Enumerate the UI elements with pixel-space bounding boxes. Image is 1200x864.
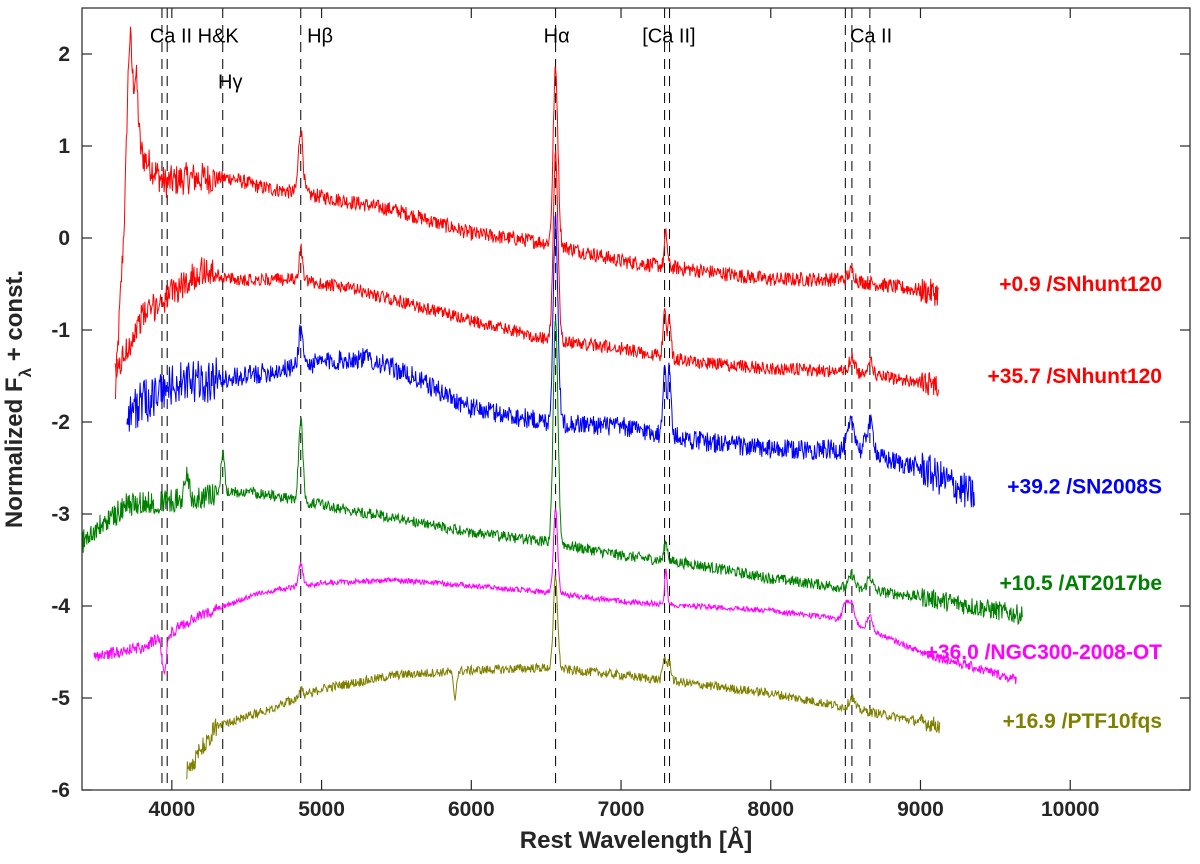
- marker-label: Ca II: [850, 26, 892, 48]
- y-tick-label: 1: [58, 135, 70, 158]
- spectrum-line: [93, 507, 1017, 685]
- y-axis-title-subscript: λ: [16, 367, 35, 377]
- spectrum-line: [114, 26, 939, 400]
- y-tick-label: -5: [51, 687, 70, 710]
- spectrum-line: [82, 319, 1023, 626]
- series-label: +16.9 /PTF10fqs: [1003, 710, 1162, 733]
- series-labels: +0.9 /SNhunt120 +35.7 /SNhunt120 +39.2 /SN…: [926, 273, 1163, 733]
- marker-label: Hα: [544, 26, 570, 48]
- x-tick-label: 6000: [448, 798, 495, 821]
- y-tick-label: -2: [51, 411, 70, 434]
- series-label: +35.7 /SNhunt120: [988, 365, 1163, 388]
- x-tick-label: 9000: [897, 798, 944, 821]
- y-tick-label: 2: [58, 43, 70, 66]
- x-axis-title: Rest Wavelength [Å]: [520, 826, 752, 854]
- x-tick-label: 8000: [747, 798, 794, 821]
- line-markers: [161, 8, 871, 790]
- series-label: +0.9 /SNhunt120: [999, 273, 1162, 296]
- marker-label: Ca II H&K: [150, 26, 240, 48]
- plot-frame: [81, 7, 1191, 791]
- y-tick-label: 0: [58, 227, 70, 250]
- y-tick-label: -3: [51, 503, 70, 526]
- series-label: +39.2 /SN2008S: [1007, 475, 1162, 498]
- y-axis-title-rest: + const.: [1, 270, 28, 368]
- y-tick-label: -4: [51, 595, 70, 618]
- y-tick-label: -1: [51, 319, 70, 342]
- marker-label: Hγ: [218, 72, 242, 94]
- y-axis-title-main: Normalized F: [1, 377, 28, 528]
- spectrum-line: [186, 575, 941, 780]
- marker-label: [Ca II]: [642, 26, 695, 48]
- y-axis-title: Normalized Fλ + const.: [1, 270, 35, 528]
- spectrum-line: [126, 214, 975, 508]
- series-label: +36.0 /NGC300-2008-OT: [926, 641, 1163, 664]
- series-label: +10.5 /AT2017be: [1000, 572, 1162, 595]
- x-tick-label: 5000: [298, 798, 345, 821]
- x-tick-label: 7000: [598, 798, 645, 821]
- x-tick-label: 10000: [1041, 798, 1099, 821]
- spectra-series: [82, 26, 1023, 780]
- marker-label: Hβ: [307, 26, 333, 48]
- y-tick-label: -6: [51, 779, 70, 802]
- axis-ticks: 4000 5000 6000 7000 8000 9000 10000 2 1 0 -1 -2 -3 -4…: [51, 8, 1190, 821]
- marker-labels: Ca II H&K Hγ Hβ Hα [Ca II] Ca II: [150, 26, 892, 94]
- x-tick-label: 4000: [148, 798, 195, 821]
- spectrum-line: [114, 150, 939, 397]
